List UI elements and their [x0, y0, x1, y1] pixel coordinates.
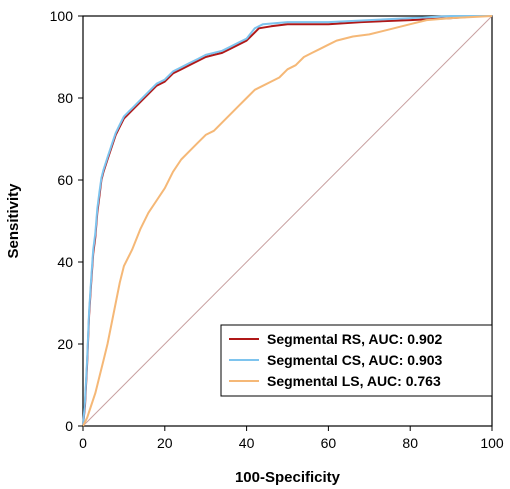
legend-box [220, 324, 493, 397]
series-line-ls [82, 15, 493, 427]
legend-label-cs: Segmental CS, AUC: 0.903 [267, 352, 443, 368]
x-tick-label: 20 [157, 435, 173, 451]
series-layer [82, 15, 493, 427]
ticks-layer: 0 20 40 60 80 100 0 20 40 60 80 100 [50, 8, 504, 451]
x-axis-title: 100-Specificity [235, 469, 341, 486]
y-tick-label: 80 [57, 90, 73, 106]
y-tick-label: 60 [57, 172, 73, 188]
reference-diagonal [82, 15, 493, 427]
x-tick-label: 40 [239, 435, 255, 451]
legend-label-rs: Segmental RS, AUC: 0.902 [267, 331, 443, 347]
x-tick-label: 100 [480, 435, 504, 451]
x-tick-label: 60 [321, 435, 337, 451]
y-tick-label: 40 [57, 254, 73, 270]
legend: Segmental RS, AUC: 0.902 Segmental CS, A… [220, 324, 493, 397]
x-tick-label: 0 [79, 435, 87, 451]
y-tick-label: 100 [50, 8, 74, 24]
series-line-cs [82, 15, 492, 427]
x-tick-label: 80 [402, 435, 418, 451]
y-axis-title: Sensitivity [5, 183, 22, 259]
y-tick-label: 20 [57, 336, 73, 352]
plot-frame [82, 15, 493, 427]
legend-label-ls: Segmental LS, AUC: 0.763 [267, 373, 441, 389]
y-tick-label: 0 [65, 418, 73, 434]
